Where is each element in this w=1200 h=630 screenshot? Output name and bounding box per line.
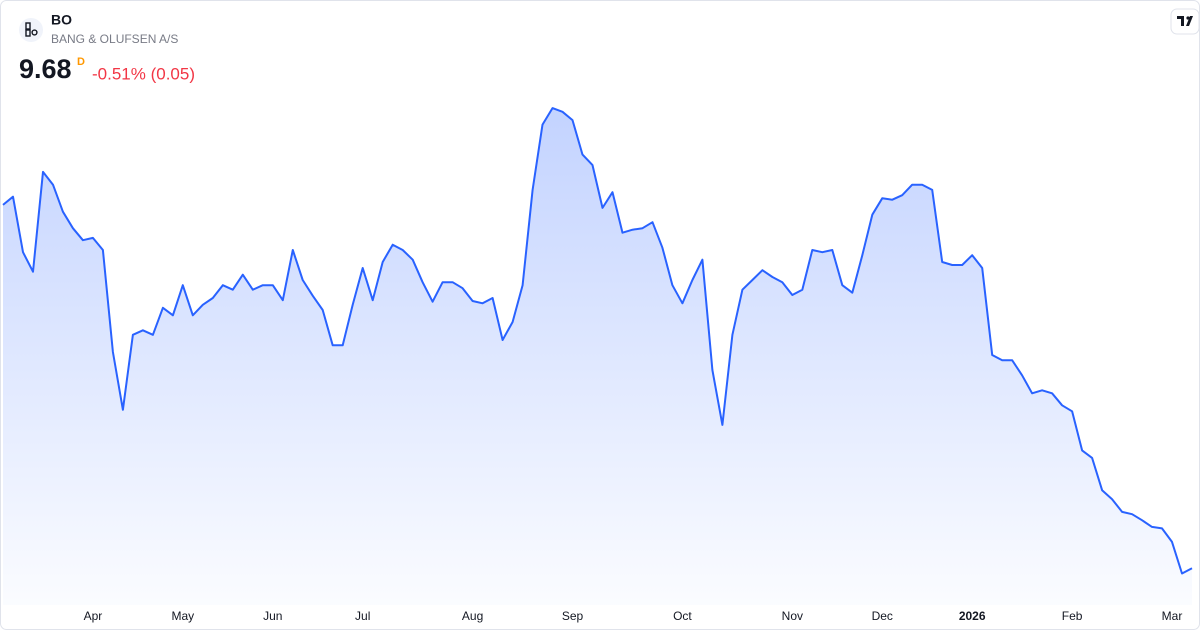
interval: D [77,56,85,68]
x-tick-label: Sep [562,609,584,623]
x-tick-label: Jun [263,609,282,623]
tradingview-logo [1170,8,1200,35]
x-tick-label: Apr [84,609,103,623]
x-tick-label: Dec [872,609,893,623]
plot-area [2,107,1193,605]
x-tick-label: Oct [673,609,692,623]
x-tick-label: May [172,609,195,623]
symbol-logo [19,18,43,42]
area-fill [3,108,1192,605]
x-tick-label: Mar [1162,609,1183,623]
price-line [2,107,1193,575]
last-price: 9.68 [19,54,72,84]
x-tick-label: Jul [355,609,370,623]
symbol: BO [51,12,72,28]
company-name: BANG & OLUFSEN A/S [51,32,178,46]
x-tick-label: Nov [782,609,803,623]
price-change: -0.51% (0.05) [92,64,195,83]
x-tick-label: 2026 [959,609,986,623]
x-tick-label: Feb [1062,609,1083,623]
x-tick-label: Aug [462,609,483,623]
